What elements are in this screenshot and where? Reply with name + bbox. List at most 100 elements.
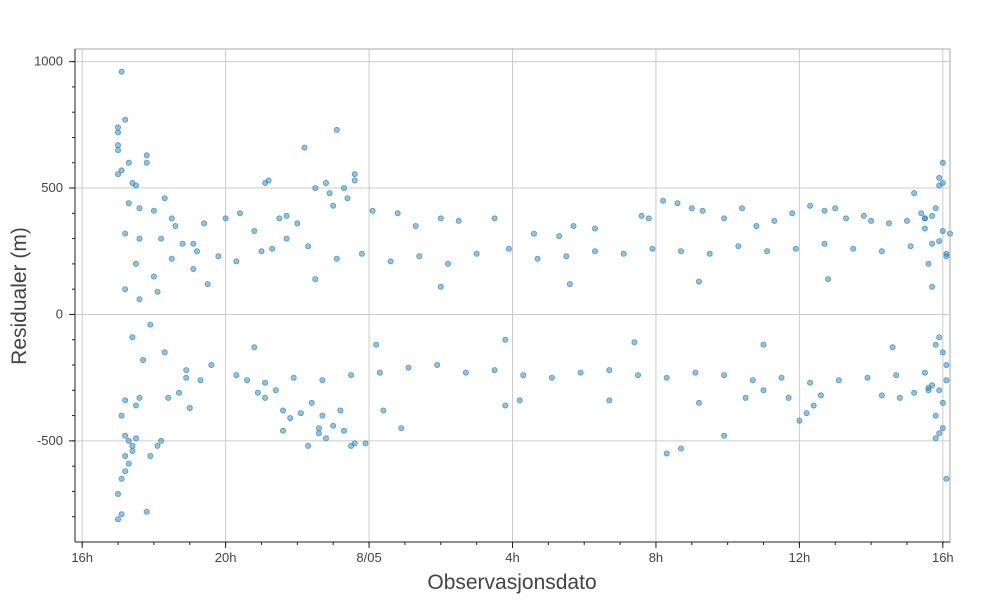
data-point bbox=[939, 349, 946, 356]
data-point bbox=[279, 407, 286, 414]
data-point bbox=[925, 260, 932, 267]
data-point bbox=[502, 336, 509, 343]
y-axis-ticks: -500 0 500 1000 bbox=[34, 54, 75, 518]
data-point bbox=[129, 447, 136, 454]
data-point bbox=[190, 265, 197, 272]
data-point bbox=[936, 182, 943, 189]
data-point bbox=[455, 217, 462, 224]
data-point bbox=[606, 397, 613, 404]
data-point bbox=[638, 212, 645, 219]
data-point bbox=[936, 334, 943, 341]
data-point bbox=[233, 372, 240, 379]
data-point bbox=[570, 222, 577, 229]
data-point bbox=[330, 202, 337, 209]
data-point bbox=[294, 220, 301, 227]
data-point bbox=[233, 258, 240, 265]
data-point bbox=[165, 394, 172, 401]
data-point bbox=[860, 212, 867, 219]
y-tick-label: 1000 bbox=[34, 54, 63, 69]
data-point bbox=[753, 222, 760, 229]
data-point bbox=[462, 369, 469, 376]
data-point bbox=[749, 377, 756, 384]
data-point bbox=[592, 248, 599, 255]
data-point bbox=[115, 142, 122, 149]
data-point bbox=[143, 152, 150, 159]
data-point bbox=[929, 240, 936, 247]
data-point bbox=[136, 296, 143, 303]
data-point bbox=[340, 185, 347, 192]
y-tick-label: -500 bbox=[37, 433, 63, 448]
data-point bbox=[764, 248, 771, 255]
data-point bbox=[129, 334, 136, 341]
data-point bbox=[943, 475, 950, 482]
data-point bbox=[416, 253, 423, 260]
data-point bbox=[825, 276, 832, 283]
data-point bbox=[398, 425, 405, 432]
data-point bbox=[122, 452, 129, 459]
data-point bbox=[136, 394, 143, 401]
data-point bbox=[373, 341, 380, 348]
data-point bbox=[943, 253, 950, 260]
data-point bbox=[122, 286, 129, 293]
data-point bbox=[136, 235, 143, 242]
data-point bbox=[921, 225, 928, 232]
data-point bbox=[186, 404, 193, 411]
data-point bbox=[251, 344, 258, 351]
data-point bbox=[204, 281, 211, 288]
data-point bbox=[254, 389, 261, 396]
data-point bbox=[929, 283, 936, 290]
data-point bbox=[115, 147, 122, 154]
data-point bbox=[699, 207, 706, 214]
data-point bbox=[333, 255, 340, 262]
data-point bbox=[939, 227, 946, 234]
data-point bbox=[351, 177, 358, 184]
data-point bbox=[412, 222, 419, 229]
data-point bbox=[179, 240, 186, 247]
data-point bbox=[943, 361, 950, 368]
x-tick-label: 20h bbox=[215, 550, 237, 565]
data-point bbox=[932, 205, 939, 212]
data-points bbox=[115, 68, 954, 523]
data-point bbox=[932, 435, 939, 442]
data-point bbox=[721, 432, 728, 439]
data-point bbox=[122, 432, 129, 439]
data-point bbox=[115, 171, 122, 178]
data-point bbox=[556, 233, 563, 240]
data-point bbox=[932, 341, 939, 348]
data-point bbox=[125, 437, 132, 444]
data-point bbox=[635, 372, 642, 379]
data-point bbox=[434, 361, 441, 368]
data-point bbox=[308, 399, 315, 406]
data-point bbox=[315, 425, 322, 432]
data-point bbox=[322, 435, 329, 442]
data-point bbox=[279, 427, 286, 434]
data-point bbox=[143, 159, 150, 166]
data-point bbox=[143, 508, 150, 515]
data-point bbox=[696, 278, 703, 285]
data-point bbox=[520, 372, 527, 379]
data-point bbox=[692, 369, 699, 376]
data-point bbox=[911, 190, 918, 197]
data-point bbox=[118, 412, 125, 419]
data-point bbox=[943, 377, 950, 384]
data-point bbox=[939, 399, 946, 406]
data-point bbox=[115, 490, 122, 497]
data-point bbox=[115, 129, 122, 136]
data-point bbox=[405, 364, 412, 371]
data-point bbox=[929, 382, 936, 389]
data-point bbox=[807, 202, 814, 209]
data-point bbox=[154, 442, 161, 449]
gridlines bbox=[75, 49, 950, 542]
data-point bbox=[792, 245, 799, 252]
data-point bbox=[168, 215, 175, 222]
data-point bbox=[921, 369, 928, 376]
data-point bbox=[330, 422, 337, 429]
data-point bbox=[272, 387, 279, 394]
data-point bbox=[161, 195, 168, 202]
data-point bbox=[158, 437, 165, 444]
data-point bbox=[548, 374, 555, 381]
data-point bbox=[322, 179, 329, 186]
data-point bbox=[437, 283, 444, 290]
data-point bbox=[936, 387, 943, 394]
